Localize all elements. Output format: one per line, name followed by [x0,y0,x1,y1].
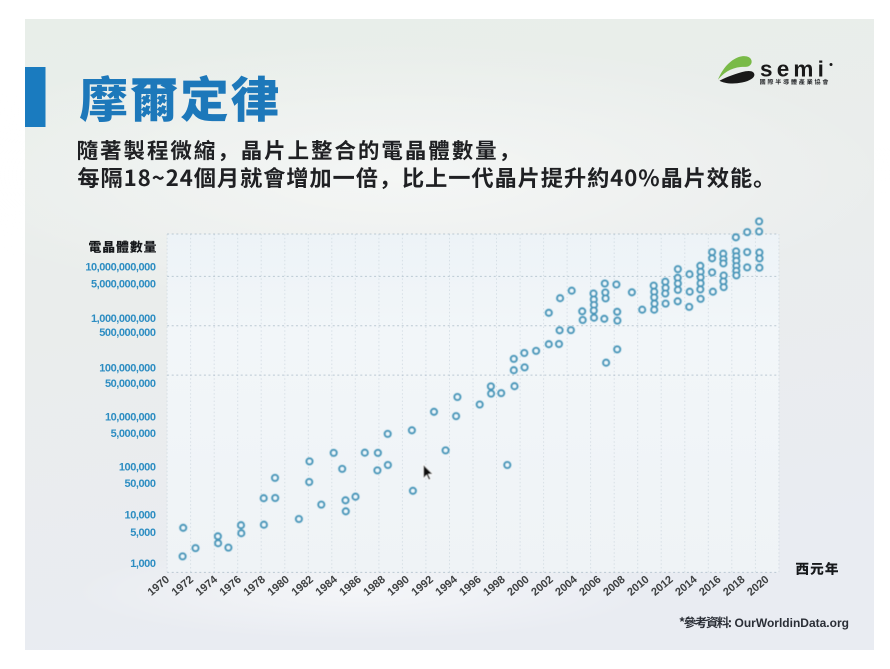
svg-text:5,000,000: 5,000,000 [111,428,156,440]
svg-text:1,000,000,000: 1,000,000,000 [91,313,156,325]
svg-text:100,000: 100,000 [119,462,156,474]
svg-text:1,000: 1,000 [130,558,156,570]
svg-text:10,000: 10,000 [125,510,156,522]
svg-text:100,000,000: 100,000,000 [99,362,156,374]
svg-text:OurWorldinData.org: OurWorldinData.org [735,616,849,630]
svg-text:5,000: 5,000 [130,527,156,539]
svg-text:semi: semi [760,57,828,82]
svg-text:10,000,000,000: 10,000,000,000 [85,262,155,274]
svg-text:10,000,000: 10,000,000 [105,412,156,424]
svg-text:500,000,000: 500,000,000 [99,327,156,339]
svg-text:50,000,000: 50,000,000 [105,378,156,390]
svg-text:50,000: 50,000 [125,478,156,490]
svg-text:5,000,000,000: 5,000,000,000 [91,278,156,290]
